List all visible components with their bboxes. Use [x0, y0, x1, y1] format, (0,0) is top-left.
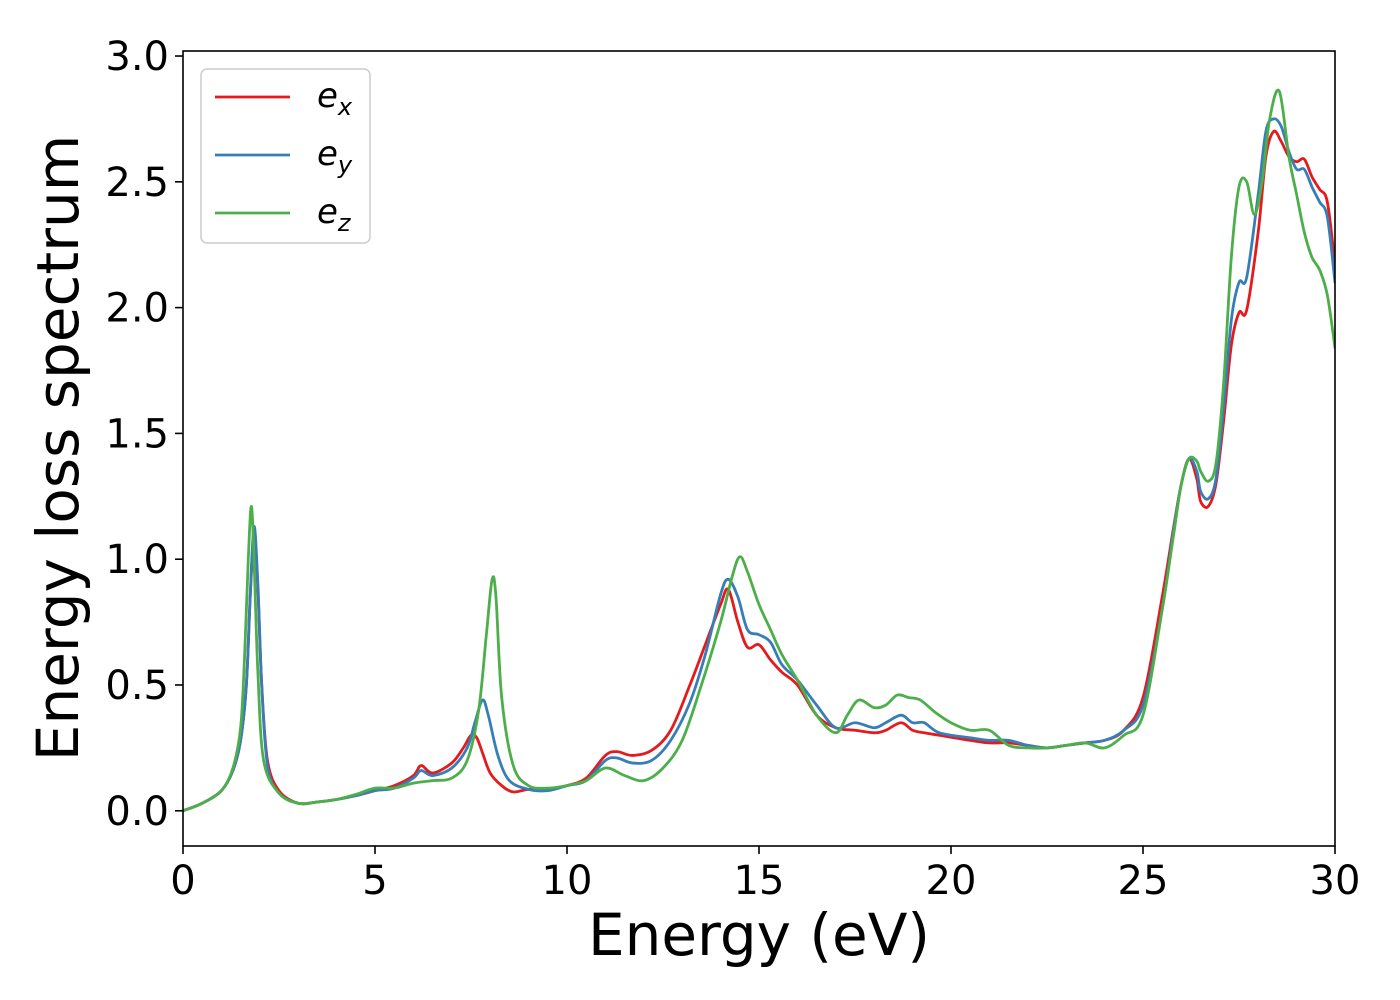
legend-label-z: ez	[317, 192, 352, 237]
x-tick-label: 25	[1118, 858, 1169, 904]
legend-label-y: ey	[317, 134, 353, 179]
y-tick-label: 2.0	[105, 286, 169, 332]
y-axis: 0.0 0.5 1.0 1.5 2.0 2.5 3.0	[105, 34, 183, 835]
y-tick-label: 0.5	[105, 663, 169, 709]
x-tick-label: 10	[542, 858, 593, 904]
y-tick-label: 3.0	[105, 34, 169, 80]
x-tick-label: 15	[734, 858, 785, 904]
y-tick-label: 2.5	[105, 160, 169, 206]
x-tick-label: 0	[170, 858, 195, 904]
x-tick-label: 5	[362, 858, 387, 904]
x-tick-label: 30	[1310, 858, 1361, 904]
series-line-z	[183, 88, 1335, 813]
x-axis: 0 5 10 15 20 25 30	[170, 846, 1360, 904]
x-tick-label: 20	[926, 858, 977, 904]
series-layer	[183, 88, 1335, 813]
x-axis-label: Energy (eV)	[588, 901, 930, 969]
y-tick-label: 0.0	[105, 789, 169, 835]
y-axis-label: Energy loss spectrum	[24, 135, 92, 761]
y-tick-label: 1.5	[105, 411, 169, 457]
y-tick-label: 1.0	[105, 537, 169, 583]
legend: ex ey ez	[200, 68, 371, 244]
legend-label-x: ex	[317, 76, 353, 121]
